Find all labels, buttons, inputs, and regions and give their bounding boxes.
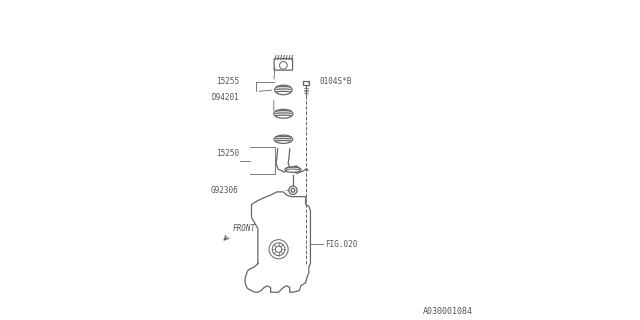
Text: 15255: 15255 xyxy=(216,77,239,86)
Circle shape xyxy=(289,186,297,195)
Ellipse shape xyxy=(275,85,292,95)
Text: FRONT: FRONT xyxy=(232,224,255,233)
Text: A030001084: A030001084 xyxy=(423,307,473,316)
Circle shape xyxy=(272,243,285,256)
FancyBboxPatch shape xyxy=(274,59,292,70)
Circle shape xyxy=(275,246,282,252)
Text: G92306: G92306 xyxy=(211,186,239,195)
Ellipse shape xyxy=(274,135,292,143)
Bar xyxy=(303,81,308,85)
Ellipse shape xyxy=(285,167,301,172)
Circle shape xyxy=(280,61,287,69)
Text: 15250: 15250 xyxy=(216,149,239,158)
Text: FIG.020: FIG.020 xyxy=(324,240,357,249)
Circle shape xyxy=(269,240,288,259)
Ellipse shape xyxy=(274,109,293,118)
Text: 0104S*B: 0104S*B xyxy=(320,77,353,86)
Circle shape xyxy=(291,188,295,192)
Text: D94201: D94201 xyxy=(211,93,239,102)
